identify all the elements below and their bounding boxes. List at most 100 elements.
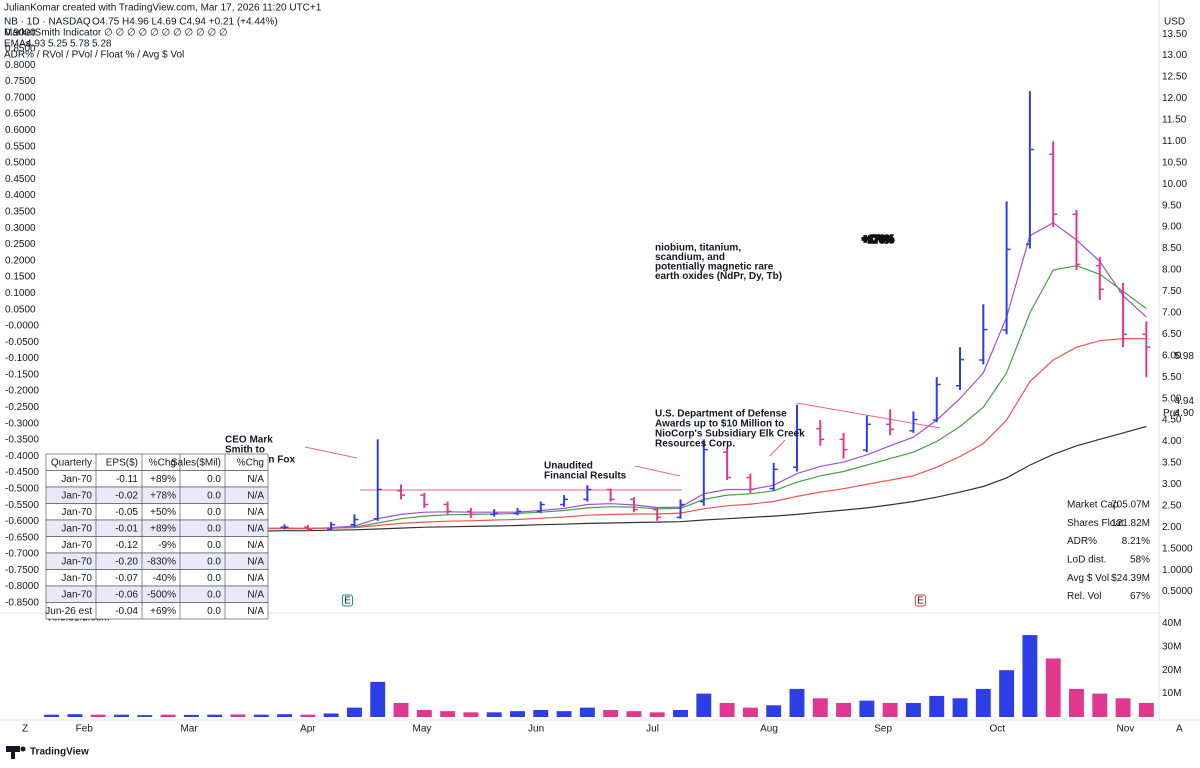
ema-legend-value: 5.78 — [70, 39, 90, 50]
y2-tick-label: -0.6000 — [5, 516, 39, 527]
y2-tick-label: 0.3500 — [5, 207, 36, 218]
stat-label: Shares Float — [1067, 518, 1124, 529]
volume-bar — [90, 714, 106, 717]
y2-tick-label: 0.8500 — [5, 44, 36, 55]
table-cell: -0.01 — [115, 523, 138, 534]
table-cell: -830% — [147, 556, 176, 567]
volume-bar — [1045, 658, 1061, 717]
table-cell: Quarterly — [51, 457, 92, 468]
table-cell: Jan-70 — [61, 573, 92, 584]
scale-button: Z — [22, 724, 28, 735]
table-cell: N/A — [247, 474, 264, 485]
y2-tick-label: -0.8500 — [5, 598, 39, 609]
volume-bar — [323, 713, 339, 717]
y2-tick-label: -0.2000 — [5, 386, 39, 397]
volume-bar — [67, 714, 83, 717]
y-tick-label: 1.5000 — [1162, 543, 1193, 554]
y2-tick-label: -0.3500 — [5, 435, 39, 446]
scale-button: A — [1176, 724, 1183, 735]
volume-tick-label: 20M — [1162, 665, 1181, 676]
ema-legend-value: 4.93 — [26, 39, 46, 50]
ema-legend-value: 5.25 — [48, 39, 68, 50]
logo-shape — [20, 746, 26, 752]
y2-tick-label: -0.4000 — [5, 451, 39, 462]
volume-bar — [44, 714, 60, 717]
volume-bar — [905, 702, 921, 717]
stat-value: 67% — [1130, 591, 1150, 602]
volume-bar — [183, 714, 199, 717]
table-cell: -0.20 — [115, 556, 138, 567]
y-tick-label: 0.5000 — [1162, 586, 1193, 597]
table-cell: N/A — [247, 540, 264, 551]
volume-bar — [556, 711, 572, 717]
table-cell: -0.05 — [115, 507, 138, 518]
table-cell: -500% — [147, 589, 176, 600]
volume-bar — [836, 702, 852, 717]
table-cell: -40% — [153, 573, 176, 584]
volume-bar — [510, 711, 525, 717]
table-cell: N/A — [247, 573, 264, 584]
volume-bar — [463, 712, 479, 717]
table-cell: -0.02 — [115, 490, 138, 501]
x-tick-label: Apr — [300, 724, 316, 735]
arrow-line — [304, 446, 358, 459]
symbol: NB · 1D · NASDAQ — [4, 17, 91, 28]
price-label: 4.94 — [1175, 396, 1195, 407]
x-tick-label: May — [413, 724, 432, 735]
y2-tick-label: -0.4500 — [5, 467, 39, 478]
table-cell: 0.0 — [207, 589, 221, 600]
y-tick-label: 2.50 — [1162, 500, 1182, 511]
volume-bar — [416, 709, 432, 717]
x-tick-label: Oct — [990, 724, 1006, 735]
ema-legend-value: 5.28 — [92, 39, 112, 50]
annotation-text: Resources Corp. — [655, 439, 735, 450]
volume-bar — [812, 698, 828, 717]
y-tick-label: 10.50 — [1162, 157, 1187, 168]
volume-bar — [603, 709, 619, 717]
currency: USD — [1164, 17, 1185, 28]
table-cell: Jan-70 — [61, 589, 92, 600]
y-tick-label: 4.50 — [1162, 415, 1182, 426]
y-tick-label: 3.50 — [1162, 458, 1182, 469]
y2-tick-label: 0.2500 — [5, 239, 36, 250]
volume-bar — [1138, 702, 1154, 717]
table-cell: Jun-26 est — [45, 606, 92, 617]
table-cell: 0.0 — [207, 556, 221, 567]
table-cell: +78% — [150, 490, 176, 501]
annotation-text: Unaudited — [544, 461, 593, 472]
y2-tick-label: 0.1500 — [5, 272, 36, 283]
y-tick-label: 5.50 — [1162, 372, 1182, 383]
stat-value: 8.21% — [1122, 536, 1150, 547]
table-cell: 0.0 — [207, 606, 221, 617]
table-cell: Jan-70 — [61, 507, 92, 518]
volume-bar — [719, 702, 735, 717]
volume-bar — [859, 700, 875, 717]
volume-tick-label: 40M — [1162, 618, 1181, 629]
table-cell: 0.0 — [207, 523, 221, 534]
y2-tick-label: 0.5500 — [5, 141, 36, 152]
volume-bar — [486, 712, 502, 717]
table-cell: -0.12 — [115, 540, 138, 551]
earnings-marker — [341, 594, 353, 607]
y-tick-label: 2.00 — [1162, 522, 1182, 533]
volume-bar — [626, 711, 642, 717]
stat-value: 121.82M — [1111, 518, 1150, 529]
ohlc-values: O4.75 H4.96 L4.69 C4.94 +0.21 (+4.44%) — [92, 17, 278, 28]
table-cell: Jan-70 — [61, 523, 92, 534]
volume-bar — [673, 709, 688, 717]
y2-tick-label: -0.0000 — [5, 321, 39, 332]
volume-bar — [533, 709, 549, 717]
y-tick-label: 8.50 — [1162, 243, 1182, 254]
price-label: 5.98 — [1175, 351, 1195, 362]
y2-tick-label: -0.8000 — [5, 581, 39, 592]
price-label-tag: Pre — [1163, 408, 1179, 419]
annotation-text: Smith to — [225, 445, 265, 456]
volume-bar — [346, 707, 362, 717]
stat-label: Rel. Vol — [1067, 591, 1101, 602]
y-tick-label: 13.00 — [1162, 50, 1187, 61]
y-tick-label: 12.00 — [1162, 93, 1187, 104]
table-cell: %Chg — [237, 457, 264, 468]
stat-value: $24.39M — [1111, 573, 1150, 584]
table-cell: N/A — [247, 490, 264, 501]
table-cell: +50% — [150, 507, 176, 518]
